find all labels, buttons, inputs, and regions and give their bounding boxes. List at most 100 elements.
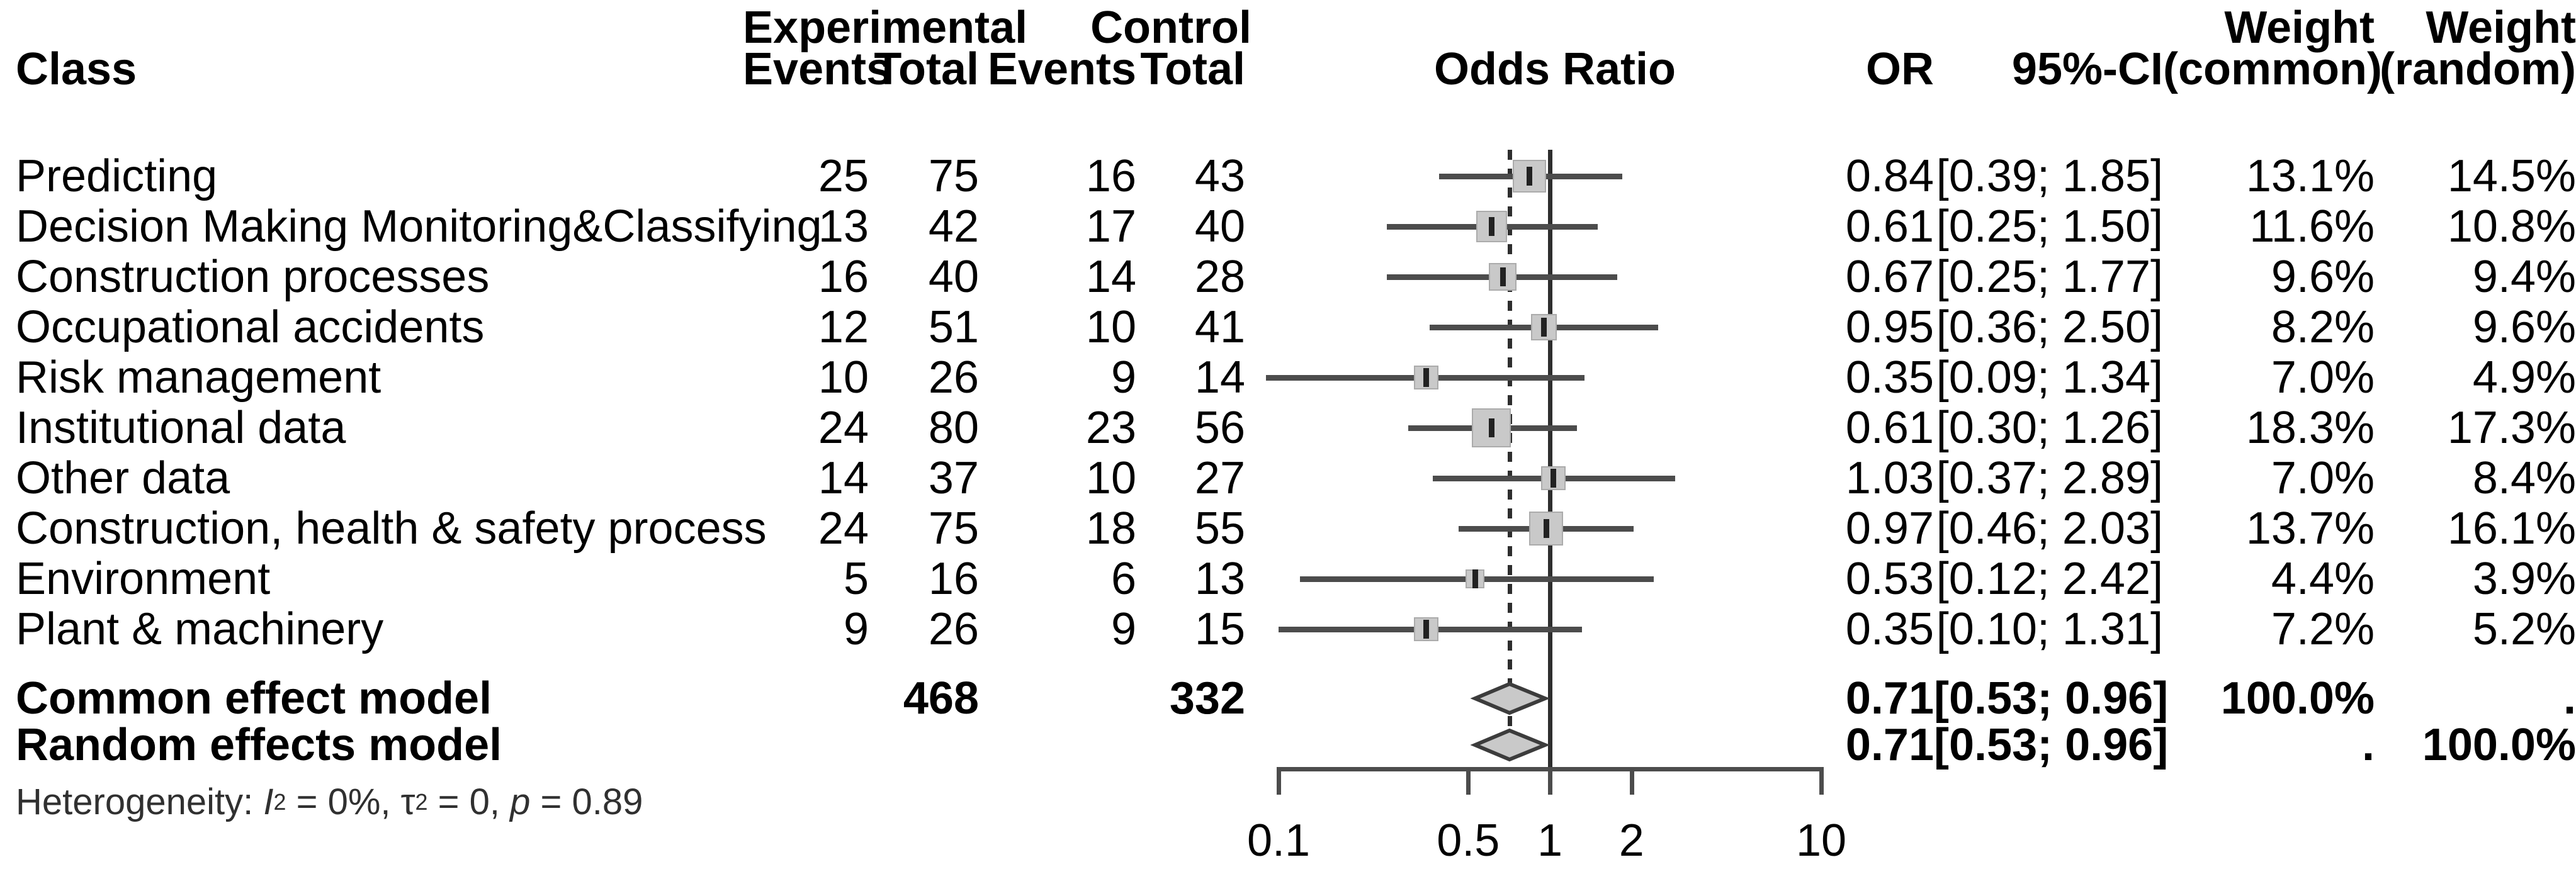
row-ci: [0.25; 1.77] [1936, 252, 2163, 302]
het-prefix: Heterogeneity: [16, 781, 264, 822]
summary-or: 0.71 [1845, 673, 1934, 724]
row-or: 0.84 [1845, 151, 1934, 201]
row-weight-random: 10.8% [2447, 201, 2576, 252]
row-plot-cell [1245, 302, 1838, 352]
row-exp-events: 16 [818, 252, 869, 302]
summary-ci: [0.53; 0.96] [1934, 720, 2169, 770]
row-exp-events: 10 [818, 352, 869, 403]
het-i-symbol: I [263, 781, 274, 822]
summary-label: Common effect model [16, 673, 492, 724]
row-class-label: Environment [16, 554, 271, 604]
summary-exp-total: 468 [903, 673, 979, 724]
row-exp-total: 16 [928, 554, 979, 604]
row-weight-common: 7.0% [2271, 453, 2375, 503]
header-plot-cell: Odds Ratio [1245, 47, 1838, 92]
table-row: Construction processes 16 40 14 28 0.67 … [0, 252, 2576, 302]
table-row: Decision Making Monitoring&Classifying 1… [0, 201, 2576, 252]
row-class-label: Occupational accidents [16, 302, 485, 352]
row-exp-events: 25 [818, 151, 869, 201]
row-exp-events: 12 [818, 302, 869, 352]
summary-label: Random effects model [16, 720, 502, 770]
x-axis-tick [1548, 767, 1552, 795]
row-or: 0.35 [1845, 352, 1934, 403]
row-exp-events: 14 [818, 453, 869, 503]
row-ci: [0.46; 2.03] [1936, 503, 2163, 554]
x-axis-tick-label: 2 [1618, 815, 1644, 866]
row-exp-total: 75 [928, 503, 979, 554]
row-ctrl-events: 9 [1110, 352, 1136, 403]
row-or: 0.61 [1845, 403, 1934, 453]
het-tau-value: = 0, [427, 781, 511, 822]
summary-ctrl-total: 332 [1169, 673, 1245, 724]
summary-ci: [0.53; 0.96] [1934, 673, 2169, 724]
header-control: Control [1090, 3, 1251, 53]
row-exp-events: 5 [843, 554, 869, 604]
row-class-label: Predicting [16, 151, 218, 201]
row-exp-total: 26 [928, 352, 979, 403]
table-row: Environment 5 16 6 13 0.53 [0.12; 2.42] … [0, 554, 2576, 604]
row-ci: [0.37; 2.89] [1936, 453, 2163, 503]
row-plot-cell [1245, 403, 1838, 453]
row-or: 0.61 [1845, 201, 1934, 252]
summary-weight-random: . [2563, 673, 2576, 724]
row-ci: [0.39; 1.85] [1936, 151, 2163, 201]
x-axis-tick [1819, 767, 1824, 795]
header-or: OR [1866, 44, 1934, 94]
x-axis-tick [1277, 767, 1281, 795]
row-ctrl-events: 23 [1085, 403, 1136, 453]
header-group-row: Experimental Control Weight Weight [0, 3, 2576, 53]
row-exp-total: 37 [928, 453, 979, 503]
common-effect-row: Common effect model 468 332 0.71 [0.53; … [0, 673, 2576, 724]
x-axis-tick-label: 10 [1795, 815, 1847, 866]
row-weight-common: 7.2% [2271, 604, 2375, 654]
header-ctrl-events: Events [987, 44, 1136, 94]
row-ci: [0.30; 1.26] [1936, 403, 2163, 453]
row-ctrl-total: 13 [1194, 554, 1245, 604]
summary-weight-common: . [2361, 720, 2375, 770]
het-tau-symbol: τ [400, 781, 415, 822]
row-weight-random: 9.6% [2472, 302, 2576, 352]
header-ctrl-total: Total [1140, 44, 1245, 94]
row-class-label: Institutional data [16, 403, 346, 453]
row-or: 1.03 [1845, 453, 1934, 503]
row-weight-random: 9.4% [2472, 252, 2576, 302]
table-row: Other data 14 37 10 27 1.03 [0.37; 2.89]… [0, 453, 2576, 503]
row-class-label: Other data [16, 453, 230, 503]
table-row: Predicting 25 75 16 43 0.84 [0.39; 1.85]… [0, 151, 2576, 201]
row-ctrl-events: 17 [1085, 201, 1136, 252]
row-weight-common: 4.4% [2271, 554, 2375, 604]
row-or: 0.53 [1845, 554, 1934, 604]
summary-or: 0.71 [1845, 720, 1934, 770]
row-ctrl-total: 40 [1194, 201, 1245, 252]
row-weight-random: 16.1% [2447, 503, 2576, 554]
header-weight-random-sub: (random) [2380, 44, 2576, 94]
row-weight-random: 3.9% [2472, 554, 2576, 604]
row-ctrl-events: 14 [1085, 252, 1136, 302]
row-ctrl-events: 10 [1085, 302, 1136, 352]
row-ctrl-total: 41 [1194, 302, 1245, 352]
x-axis-tick-label: 0.5 [1437, 815, 1500, 866]
header-ci: 95%-CI [2011, 44, 2163, 94]
row-weight-random: 17.3% [2447, 403, 2576, 453]
row-class-label: Risk management [16, 352, 381, 403]
row-ctrl-events: 6 [1110, 554, 1136, 604]
header-column-row: Class Events Total Events Total Odds Rat… [0, 44, 2576, 94]
row-ctrl-total: 56 [1194, 403, 1245, 453]
row-ctrl-events: 9 [1110, 604, 1136, 654]
x-axis-tick [1629, 767, 1634, 795]
row-ci: [0.10; 1.31] [1936, 604, 2163, 654]
row-weight-common: 11.6% [2249, 201, 2375, 252]
row-or: 0.35 [1845, 604, 1934, 654]
row-ctrl-total: 43 [1194, 151, 1245, 201]
table-row: Risk management 10 26 9 14 0.35 [0.09; 1… [0, 352, 2576, 403]
table-row: Construction, health & safety process 24… [0, 503, 2576, 554]
row-weight-common: 13.7% [2246, 503, 2375, 554]
header-weight-random-top: Weight [2426, 3, 2576, 53]
row-exp-total: 42 [928, 201, 979, 252]
row-exp-total: 26 [928, 604, 979, 654]
row-exp-total: 40 [928, 252, 979, 302]
row-weight-random: 8.4% [2472, 453, 2576, 503]
summary-weight-common: 100.0% [2220, 673, 2375, 724]
row-or: 0.67 [1845, 252, 1934, 302]
